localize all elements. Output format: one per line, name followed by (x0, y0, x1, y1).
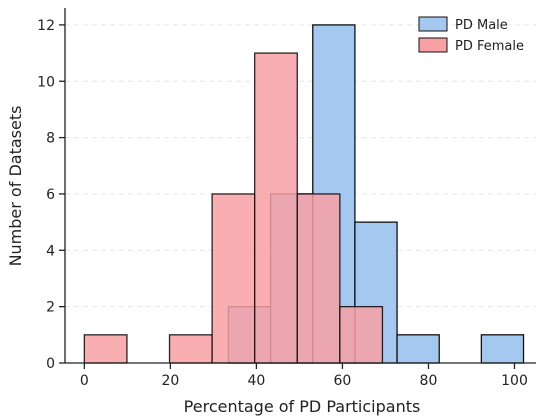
x-tick-label: 80 (420, 373, 438, 389)
y-tick-label: 12 (37, 18, 55, 34)
bar-pd-female (211, 193, 256, 364)
y-tick-label: 10 (37, 74, 55, 90)
x-tick-label: 60 (334, 373, 352, 389)
legend-label-male: PD Male (455, 18, 508, 33)
bar-pd-female (168, 334, 213, 364)
y-tick-label: 2 (46, 300, 55, 316)
axes (59, 8, 536, 369)
x-tick-label: 100 (501, 373, 528, 389)
bar-pd-male (396, 334, 440, 364)
x-axis-title: Percentage of PD Participants (184, 397, 421, 416)
bar-pd-female (83, 334, 128, 364)
legend-swatch-female (418, 37, 448, 53)
legend-label-female: PD Female (455, 39, 524, 54)
tick-labels: 0 2 4 6 8 10 12 0 20 40 60 80 100 (37, 18, 528, 389)
x-tick-label: 20 (161, 373, 179, 389)
bar-pd-female (339, 306, 384, 364)
y-tick-label: 6 (46, 187, 55, 203)
bar-pd-male (480, 334, 525, 364)
y-tick-label: 8 (46, 131, 55, 147)
x-tick-label: 0 (80, 373, 89, 389)
legend-swatch-male (418, 16, 448, 32)
legend: PD Male PD Female (418, 16, 524, 54)
bar-pd-female (254, 52, 298, 364)
y-tick-label: 0 (46, 356, 55, 372)
x-tick-label: 40 (247, 373, 265, 389)
y-tick-label: 4 (46, 243, 55, 259)
y-axis-title: Number of Datasets (6, 106, 25, 267)
bar-pd-female (296, 193, 341, 364)
histogram-bars (83, 24, 525, 364)
